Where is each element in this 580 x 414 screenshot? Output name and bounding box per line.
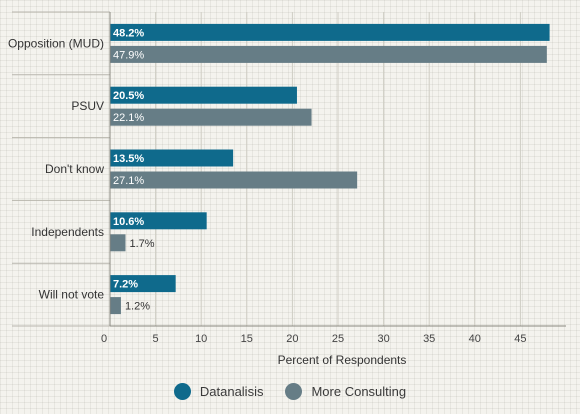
data-label: 22.1% bbox=[113, 112, 144, 124]
data-label: 10.6% bbox=[113, 216, 144, 228]
legend-item-more-consulting[interactable]: More Consulting bbox=[285, 383, 406, 400]
category-label: Opposition (MUD) bbox=[8, 36, 104, 50]
category-label: Don't know bbox=[45, 162, 104, 176]
data-label: 13.5% bbox=[113, 153, 144, 165]
data-label: 20.5% bbox=[113, 90, 144, 102]
legend-swatch-datanalisis bbox=[173, 383, 191, 400]
data-label: 1.7% bbox=[130, 238, 155, 250]
bar-more-consulting bbox=[110, 108, 312, 126]
category-label: PSUV bbox=[71, 99, 104, 113]
legend-label-more-consulting: More Consulting bbox=[311, 384, 407, 399]
category-label: Will not vote bbox=[39, 288, 105, 302]
data-label: 27.1% bbox=[113, 175, 144, 187]
bar-datanalisis bbox=[110, 212, 207, 230]
legend-swatch-more-consulting bbox=[285, 383, 303, 400]
bar-datanalisis bbox=[110, 86, 297, 104]
bar-datanalisis bbox=[110, 23, 550, 41]
x-axis-title: Percent of Respondents bbox=[278, 353, 407, 367]
x-tick-label: 45 bbox=[514, 333, 526, 345]
bar-datanalisis bbox=[110, 275, 176, 293]
x-tick-label: 0 bbox=[101, 333, 107, 345]
legend-item-datanalisis[interactable]: Datanalisis bbox=[173, 383, 264, 400]
x-tick-label: 30 bbox=[377, 333, 389, 345]
data-label: 7.2% bbox=[113, 279, 138, 291]
x-tick-label: 5 bbox=[153, 333, 159, 345]
x-tick-label: 15 bbox=[241, 333, 253, 345]
bar-more-consulting bbox=[110, 45, 547, 63]
legend-label-datanalisis: Datanalisis bbox=[199, 384, 264, 399]
bar-more-consulting bbox=[110, 297, 121, 315]
x-tick-label: 10 bbox=[195, 333, 207, 345]
bar-datanalisis bbox=[110, 149, 234, 167]
x-tick-label: 35 bbox=[423, 333, 435, 345]
x-tick-label: 20 bbox=[286, 333, 298, 345]
category-label: Independents bbox=[31, 225, 104, 239]
data-label: 48.2% bbox=[113, 27, 144, 39]
legend: Datanalisis More Consulting bbox=[0, 383, 580, 400]
x-tick-label: 40 bbox=[469, 333, 481, 345]
bar-more-consulting bbox=[110, 171, 358, 189]
x-tick-label: 25 bbox=[332, 333, 344, 345]
data-label: 47.9% bbox=[113, 49, 144, 61]
bar-more-consulting bbox=[110, 234, 126, 252]
data-label: 1.2% bbox=[125, 301, 150, 313]
